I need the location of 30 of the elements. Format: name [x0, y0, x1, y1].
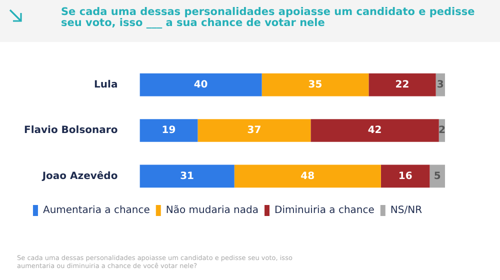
data-label: 2	[438, 125, 446, 136]
data-label: 5	[434, 170, 441, 182]
legend-label: NS/NR	[390, 205, 422, 216]
data-label: 40	[194, 79, 208, 90]
data-label: 31	[180, 170, 194, 182]
data-label: 22	[395, 79, 410, 90]
legend-label: Não mudaria nada	[166, 205, 258, 216]
data-label: 16	[398, 170, 412, 182]
bar	[234, 164, 381, 188]
legend-label: Diminuiria a chance	[274, 205, 374, 216]
bar	[368, 73, 436, 96]
data-label: 37	[247, 125, 262, 136]
y-tick-label: Flavio Bolsonaro	[24, 125, 118, 136]
bar	[310, 119, 439, 142]
bar	[140, 119, 198, 142]
y-tick-label: Lula	[94, 79, 118, 90]
data-label: 19	[162, 125, 176, 136]
data-label: 42	[368, 125, 382, 136]
chart-title: Se cada uma dessas personalidades apoiasse um candidato e pedisse seu voto, isso ___ a sua chance de votar nele	[61, 6, 476, 29]
bar	[140, 164, 234, 188]
bar	[430, 164, 445, 188]
bar	[198, 119, 311, 142]
bar	[262, 73, 369, 96]
bar	[140, 73, 262, 96]
data-label: 3	[436, 79, 444, 90]
bar	[380, 164, 430, 188]
legend-label: Aumentaria a chance	[42, 205, 150, 216]
data-label: 48	[300, 170, 315, 182]
data-label: 35	[308, 79, 322, 90]
y-tick-label: Joao Azevêdo	[41, 170, 118, 182]
